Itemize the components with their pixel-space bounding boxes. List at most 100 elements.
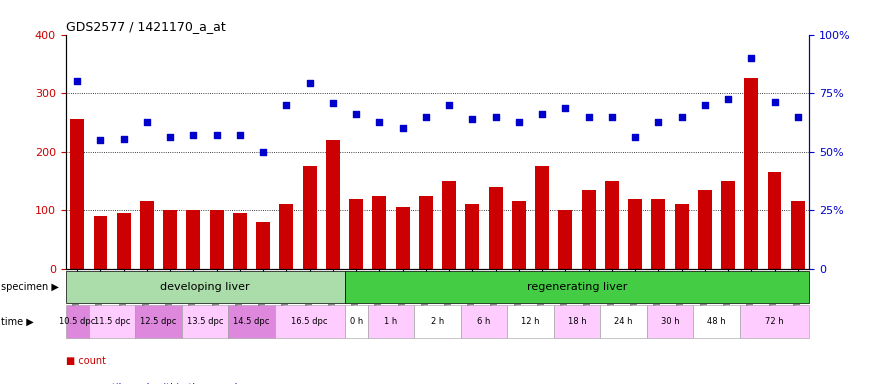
Point [651,119,665,126]
Bar [791,202,805,269]
Point [605,114,619,120]
Text: 48 h: 48 h [707,317,725,326]
Text: 16.5 dpc: 16.5 dpc [291,317,328,326]
Text: 1 h: 1 h [384,317,397,326]
Bar [554,305,600,338]
Bar [442,181,456,269]
Point [536,111,550,117]
Bar [675,204,689,269]
Bar [698,190,711,269]
Bar [466,204,480,269]
Point [116,136,130,142]
Bar [461,305,507,338]
Point [140,119,154,126]
Bar [186,210,200,269]
Point [396,125,410,131]
Text: 14.5 dpc: 14.5 dpc [234,317,270,326]
Bar [345,305,368,338]
Text: 24 h: 24 h [614,317,633,326]
Bar [651,199,665,269]
Point [373,119,387,126]
Point [488,114,502,120]
Bar [116,213,130,269]
Text: 0 h: 0 h [349,317,363,326]
Bar [558,210,572,269]
Bar [745,78,759,269]
Point [558,105,572,111]
Bar [582,190,596,269]
Text: developing liver: developing liver [160,282,250,292]
Point [94,137,108,143]
Bar [739,305,809,338]
Bar [256,222,270,269]
Point [303,79,317,86]
Bar [233,213,247,269]
Text: 11.5 dpc: 11.5 dpc [94,317,130,326]
Point [326,100,340,106]
Bar [279,204,293,269]
Text: 12.5 dpc: 12.5 dpc [140,317,177,326]
Text: 10.5 dpc: 10.5 dpc [59,317,95,326]
Point [582,114,596,120]
Point [745,55,759,61]
Text: 13.5 dpc: 13.5 dpc [187,317,223,326]
Text: GDS2577 / 1421170_a_at: GDS2577 / 1421170_a_at [66,20,226,33]
Point [466,116,480,122]
Point [279,102,293,108]
Point [349,111,363,117]
Bar [368,305,414,338]
Bar [507,305,554,338]
Point [442,102,456,108]
Point [233,132,247,138]
Bar [419,195,433,269]
Point [512,119,526,126]
Point [256,149,270,155]
Point [697,102,711,108]
Text: ■ count: ■ count [66,356,106,366]
Bar [89,305,136,338]
Bar [345,271,809,303]
Bar [536,166,550,269]
Point [186,132,200,138]
Text: regenerating liver: regenerating liver [527,282,627,292]
Text: 2 h: 2 h [430,317,444,326]
Point [767,99,781,105]
Bar [605,181,619,269]
Bar [414,305,461,338]
Bar [767,172,781,269]
Text: specimen ▶: specimen ▶ [1,282,59,292]
Text: 72 h: 72 h [766,317,784,326]
Point [419,114,433,120]
Bar [721,181,735,269]
Text: 30 h: 30 h [661,317,679,326]
Bar [488,187,502,269]
Bar [600,305,647,338]
Bar [94,216,108,269]
Bar [396,207,410,269]
Bar [210,210,224,269]
Point [721,96,735,102]
Point [675,114,689,120]
Bar [326,140,340,269]
Text: ■ percentile rank within the sample: ■ percentile rank within the sample [66,383,243,384]
Text: 12 h: 12 h [522,317,540,326]
Bar [512,202,526,269]
Bar [647,305,693,338]
Bar [693,305,739,338]
Bar [373,195,387,269]
Bar [628,199,642,269]
Point [628,134,642,140]
Point [164,134,178,140]
Bar [349,199,363,269]
Bar [66,271,345,303]
Bar [164,210,177,269]
Bar [66,305,89,338]
Bar [303,166,317,269]
Point [210,132,224,138]
Bar [140,202,154,269]
Bar [70,119,84,269]
Point [791,114,805,120]
Bar [136,305,182,338]
Bar [228,305,275,338]
Bar [182,305,228,338]
